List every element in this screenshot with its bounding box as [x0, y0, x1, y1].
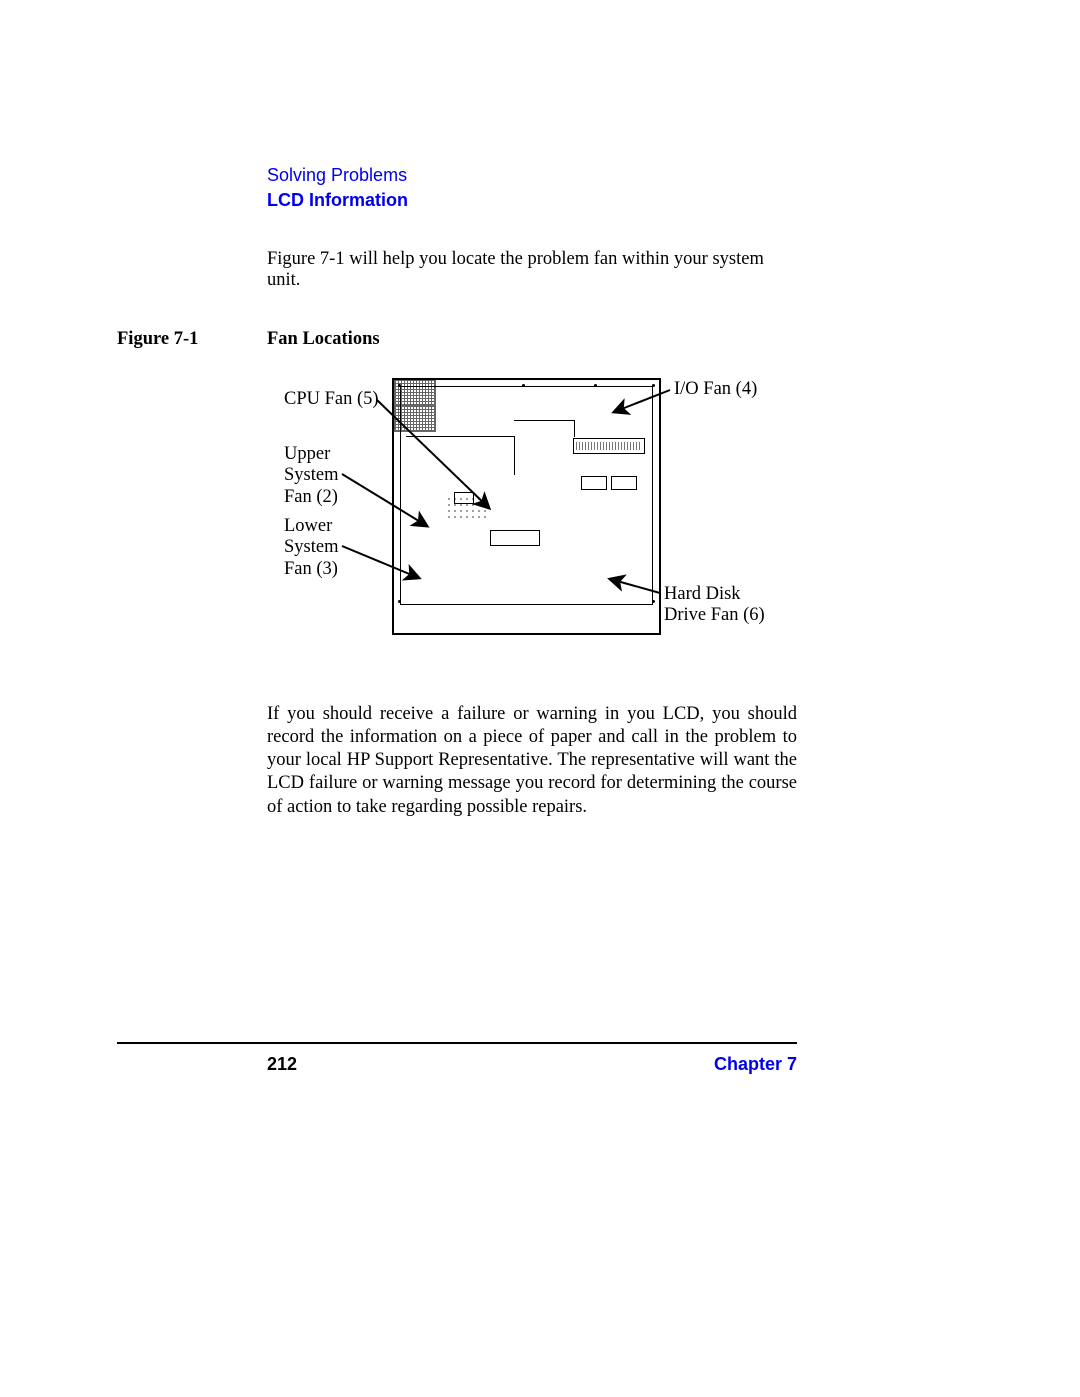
figure-title: Fan Locations [267, 329, 380, 350]
subsection-header: LCD Information [267, 190, 797, 211]
callout-lower-system-fan: Lower System Fan (3) [284, 516, 338, 580]
callout-upper-system-fan: Upper System Fan (2) [284, 444, 338, 508]
callout-cpu-fan: CPU Fan (5) [284, 389, 379, 410]
figure-caption: Figure 7-1 Fan Locations [117, 329, 797, 350]
page-number: 212 [267, 1054, 297, 1075]
callout-io-fan: I/O Fan (4) [674, 379, 757, 400]
page-footer: 212 Chapter 7 [117, 1042, 797, 1075]
chapter-label: Chapter 7 [714, 1054, 797, 1075]
chassis-outline [392, 378, 661, 635]
figure-diagram: CPU Fan (5) Upper System Fan (2) Lower S… [117, 368, 797, 648]
body-paragraph: If you should receive a failure or warni… [267, 703, 797, 819]
figure-number: Figure 7-1 [117, 329, 267, 350]
intro-paragraph: Figure 7-1 will help you locate the prob… [267, 249, 797, 291]
callout-hdd-fan: Hard Disk Drive Fan (6) [664, 584, 765, 627]
section-header: Solving Problems [267, 165, 797, 186]
